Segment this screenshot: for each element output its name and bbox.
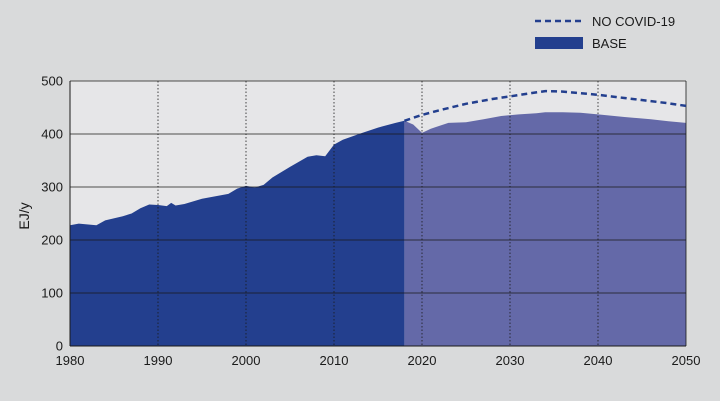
x-tick-label-2000: 2000 (232, 353, 261, 368)
base-historical-area (70, 120, 405, 346)
x-tick-label-2040: 2040 (584, 353, 613, 368)
legend-label-base: BASE (592, 36, 627, 51)
x-tick-label-1990: 1990 (144, 353, 173, 368)
legend: NO COVID-19 BASE (535, 14, 675, 51)
plot-area: 0 100 200 300 400 500 1980 1990 2000 2010 2020 2030… (41, 74, 700, 369)
y-tick-label-100: 100 (41, 286, 63, 301)
x-tick-label-2030: 2030 (496, 353, 525, 368)
x-tick-label-1980: 1980 (56, 353, 85, 368)
legend-label-no-covid: NO COVID-19 (592, 14, 675, 29)
x-tick-label-2050: 2050 (672, 353, 701, 368)
legend-base-swatch (535, 37, 583, 49)
base-projection-area (404, 112, 686, 346)
y-tick-label-200: 200 (41, 233, 63, 248)
y-tick-label-0: 0 (56, 339, 63, 354)
y-axis-label: EJ/y (16, 202, 32, 229)
no-covid-line (404, 89, 687, 122)
x-tick-label-2020: 2020 (408, 353, 437, 368)
y-tick-label-500: 500 (41, 74, 63, 89)
y-tick-label-300: 300 (41, 180, 63, 195)
x-tick-label-2010: 2010 (320, 353, 349, 368)
y-tick-label-400: 400 (41, 127, 63, 142)
